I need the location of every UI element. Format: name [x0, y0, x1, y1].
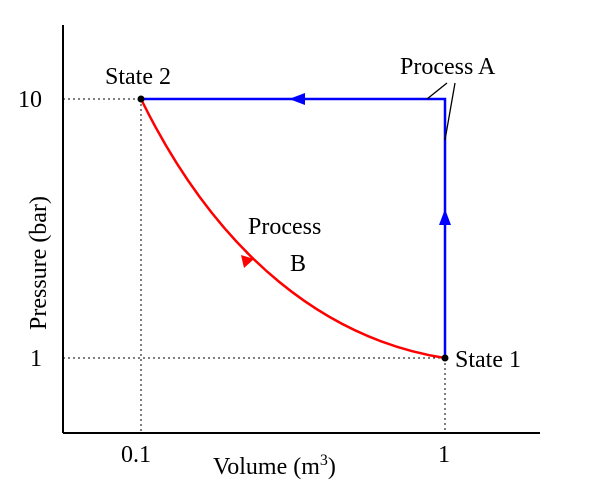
y-axis-title: Pressure (bar): [26, 196, 52, 330]
y-tick-10: 10: [18, 87, 42, 113]
process-a-callout-2: [444, 82, 456, 141]
x-tick-0.1: 0.1: [121, 442, 151, 468]
state-1-label: State 1: [455, 347, 521, 373]
process-b-label-line2: B: [290, 251, 306, 277]
y-tick-1: 1: [30, 346, 42, 372]
state-1-point: [441, 354, 449, 362]
process-a-path: [141, 97, 447, 358]
state-2-point: [137, 95, 145, 103]
state-2-label: State 2: [105, 64, 171, 90]
x-axis-title-main: Volume (m: [213, 454, 320, 480]
process-a-arrow-up: [439, 209, 451, 225]
x-tick-1: 1: [438, 442, 450, 468]
process-b-arrow: [241, 255, 254, 268]
process-b-path: [139, 98, 446, 360]
process-a-callout-1: [426, 82, 448, 100]
process-a-label: Process A: [400, 54, 496, 80]
x-axis-title-close: ): [328, 454, 336, 480]
x-axis-title: Volume (m3): [213, 452, 336, 480]
process-a-arrow-left: [289, 93, 305, 105]
x-axis-title-sup: 3: [320, 452, 328, 469]
process-b-label-line1: Process: [248, 214, 321, 240]
